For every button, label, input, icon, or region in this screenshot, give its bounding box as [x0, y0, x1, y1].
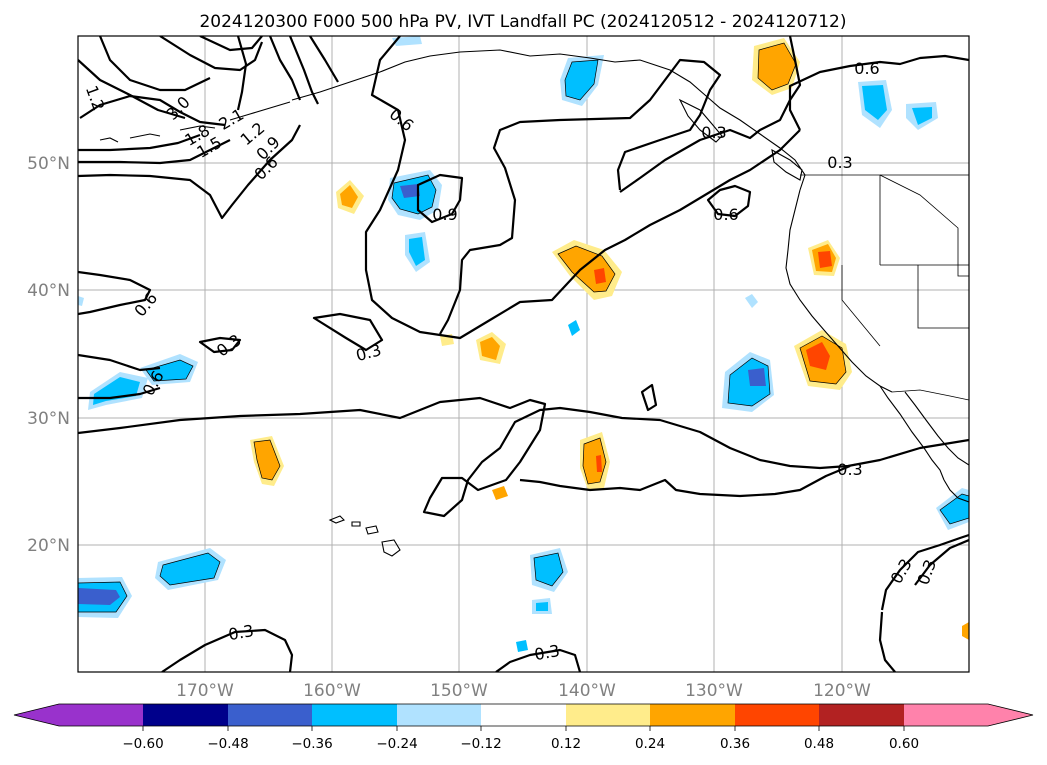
colorbar-segment: [228, 704, 312, 726]
colorbar-segment: [819, 704, 904, 726]
ivt-negative-area: [568, 320, 580, 336]
ivt-positive-area: [818, 251, 832, 268]
ivt-negative-area: [534, 553, 563, 586]
map-panel: 0.6 0.3 0.6 0.3 1.2 3.0 2.1 1.5 1.8 1.2 …: [77, 35, 970, 673]
colorbar-segment: [59, 704, 143, 726]
colorbar-tick: 0.48: [804, 736, 834, 752]
lon-label: 160°W: [303, 681, 361, 701]
lon-label: 170°W: [176, 681, 234, 701]
lon-label: 120°W: [813, 681, 871, 701]
colorbar-tick: 0.24: [635, 736, 665, 752]
baja-coast: [879, 385, 945, 481]
vancouver-island: [771, 148, 803, 181]
mexico-coast: [943, 479, 969, 503]
aleutians: [99, 101, 291, 143]
ivt-negative-area: [392, 36, 422, 46]
colorbar-segment: [735, 704, 819, 726]
colorbar-tick: −0.60: [122, 736, 163, 752]
ivt-negative-area: [409, 237, 425, 266]
colorbar-tick: −0.24: [376, 736, 417, 752]
lat-label: 20°N: [27, 536, 70, 556]
ivt-negative-area: [400, 184, 420, 198]
us-state-lines: [841, 174, 969, 347]
ivt-positive-area: [480, 337, 500, 360]
ivt-positive-area: [806, 342, 830, 370]
contour-label: 0.9: [432, 205, 457, 224]
ivt-negative-area: [516, 640, 528, 652]
ivt-negative-area: [912, 107, 932, 125]
lon-label: 130°W: [685, 681, 743, 701]
ivt-negative-area: [745, 294, 758, 308]
contour-label: 0.3: [827, 153, 852, 172]
colorbar-segment: [143, 704, 228, 726]
latitude-labels: 50°N 40°N 30°N 20°N: [27, 154, 70, 556]
colorbar-tick: 0.36: [720, 736, 750, 752]
colorbar-tick: −0.12: [460, 736, 501, 752]
lat-label: 50°N: [27, 154, 70, 174]
colorbar-extend-max: [988, 704, 1033, 726]
contour-label: 0.3: [837, 460, 862, 479]
contour-label: 0.3: [701, 123, 726, 142]
lat-label: 30°N: [27, 409, 70, 429]
colorbar-segment: [566, 704, 650, 726]
ivt-negative-area: [565, 60, 598, 100]
colorbar-segment: [312, 704, 397, 726]
figure-title: 2024120300 F000 500 hPa PV, IVT Landfall…: [199, 12, 846, 32]
ivt-negative-area: [536, 602, 548, 611]
ivt-positive-area: [583, 438, 606, 484]
colorbar-tick: 0.60: [889, 736, 919, 752]
colorbar-segment: [650, 704, 735, 726]
ivt-positive-area: [962, 622, 969, 640]
longitude-labels: 170°W 160°W 150°W 140°W 130°W 120°W: [176, 681, 871, 701]
ivt-negative-area: [748, 368, 766, 386]
colorbar-tick: −0.36: [291, 736, 332, 752]
ivt-positive-area: [596, 455, 602, 472]
pacific-nw-coast: [785, 189, 893, 393]
ivt-positive-area: [594, 268, 606, 284]
colorbar-segment: [397, 704, 481, 726]
baja-gulf-coast: [904, 391, 969, 466]
ivt-positive-area: [492, 486, 508, 500]
pv-contours: [78, 36, 969, 672]
us-mexico-border: [891, 389, 969, 401]
colorbar-tick: −0.48: [207, 736, 248, 752]
contour-label: 0.6: [854, 59, 879, 78]
ivt-negative-area: [146, 360, 193, 381]
colorbar-tick: 0.12: [551, 736, 581, 752]
map-frame: [77, 35, 970, 673]
ivt-negative-area: [78, 296, 84, 306]
ivt-positive-area: [340, 185, 358, 208]
shading-outlines: [78, 42, 969, 613]
hawaii-islands: [328, 515, 401, 557]
contour-label: 0.3: [227, 621, 255, 644]
ivt-negative-area: [78, 588, 120, 605]
ivt-negative-area: [862, 85, 887, 120]
colorbar-segment: [904, 704, 988, 726]
alaska-coast: [291, 49, 806, 191]
lat-label: 40°N: [27, 281, 70, 301]
contour-label: 0.6: [713, 205, 738, 224]
colorbar-extend-min: [14, 704, 59, 726]
colorbar: −0.60 −0.48 −0.36 −0.24 −0.12 0.12 0.24 …: [13, 703, 1034, 752]
coastlines: [99, 49, 969, 557]
ivt-negative-area: [940, 494, 969, 524]
lon-label: 150°W: [430, 681, 488, 701]
ivt-positive-area: [758, 43, 796, 90]
colorbar-segment: [481, 704, 566, 726]
ivt-negative-area: [160, 553, 220, 585]
contour-label: 0.3: [533, 641, 561, 664]
lon-label: 140°W: [558, 681, 616, 701]
